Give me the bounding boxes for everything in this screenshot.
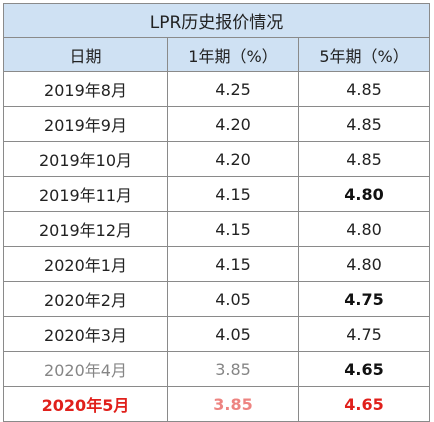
cell-five-year: 4.85 (297, 106, 431, 142)
cell-one-year: 4.15 (167, 176, 299, 212)
cell-date: 2019年9月 (3, 106, 168, 142)
cell-one-year: 4.15 (167, 246, 299, 282)
table-row: 2019年10月 4.20 4.85 (3, 141, 431, 177)
header-date: 日期 (3, 37, 168, 72)
cell-five-year: 4.85 (297, 141, 431, 177)
cell-date: 2019年10月 (3, 141, 168, 177)
cell-date: 2020年3月 (3, 316, 168, 352)
table-title: LPR历史报价情况 (2, 3, 431, 38)
cell-five-year: 4.75 (297, 281, 431, 317)
table-row: 2019年12月 4.15 4.80 (3, 211, 431, 247)
cell-one-year: 4.05 (167, 281, 299, 317)
cell-date: 2019年12月 (3, 211, 168, 247)
table-row: 2019年9月 4.20 4.85 (3, 106, 431, 142)
cell-one-year: 3.85 (167, 351, 299, 387)
cell-one-year: 4.05 (167, 316, 299, 352)
cell-five-year: 4.80 (297, 246, 431, 282)
header-one-year: 1年期（%） (167, 37, 299, 72)
cell-one-year: 4.25 (167, 71, 299, 107)
cell-one-year: 4.20 (167, 106, 299, 142)
cell-five-year: 4.65 (297, 351, 431, 387)
cell-five-year: 4.65 (297, 386, 431, 422)
cell-date: 2020年5月 (3, 386, 168, 422)
table-row-highlighted: 2020年5月 3.85 4.65 (3, 386, 431, 422)
table-row: 2020年1月 4.15 4.80 (3, 246, 431, 282)
lpr-table-container: LPR历史报价情况 日期 1年期（%） 5年期（%） 2019年8月 4.25 … (2, 3, 431, 422)
lpr-history-table: LPR历史报价情况 日期 1年期（%） 5年期（%） 2019年8月 4.25 … (2, 3, 431, 422)
cell-five-year: 4.80 (297, 176, 431, 212)
cell-five-year: 4.80 (297, 211, 431, 247)
table-row: 2019年8月 4.25 4.85 (3, 71, 431, 107)
cell-one-year: 4.15 (167, 211, 299, 247)
cell-one-year: 3.85 (167, 386, 299, 422)
table-row: 2020年3月 4.05 4.75 (3, 316, 431, 352)
table-row: 2020年2月 4.05 4.75 (3, 281, 431, 317)
cell-one-year: 4.20 (167, 141, 299, 177)
cell-five-year: 4.85 (297, 71, 431, 107)
table-row: 2019年11月 4.15 4.80 (3, 176, 431, 212)
cell-date: 2019年11月 (3, 176, 168, 212)
cell-date: 2019年8月 (3, 71, 168, 107)
table-row: 2020年4月 3.85 4.65 (3, 351, 431, 387)
cell-date: 2020年2月 (3, 281, 168, 317)
cell-date: 2020年4月 (3, 351, 168, 387)
header-five-year: 5年期（%） (297, 37, 431, 72)
cell-five-year: 4.75 (297, 316, 431, 352)
cell-date: 2020年1月 (3, 246, 168, 282)
